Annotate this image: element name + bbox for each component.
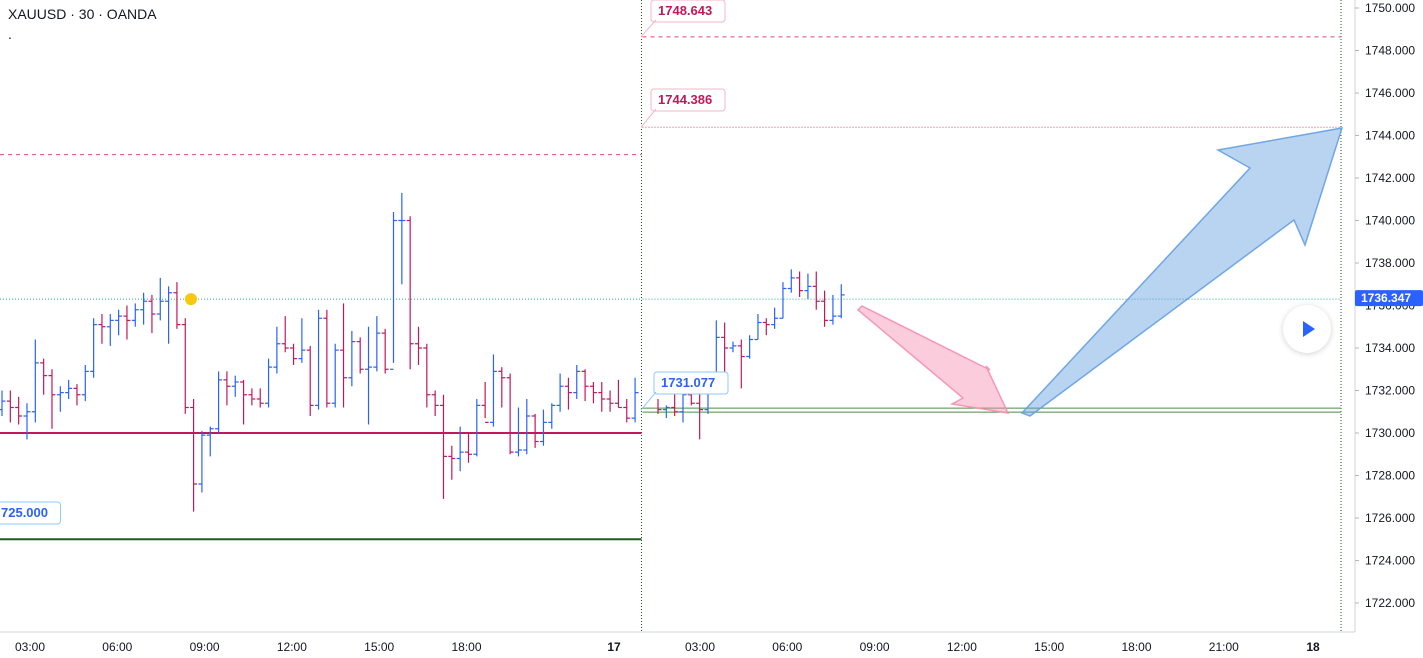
down-arrow-drawing (856, 305, 1010, 414)
level-label-box (0, 501, 61, 525)
time-tick-label: 17 (607, 640, 621, 654)
symbol-title[interactable]: XAUUSD · 30 · OANDA (8, 6, 157, 22)
price-tick-label: 1742.000 (1365, 171, 1415, 185)
time-tick-label: 03:00 (15, 640, 45, 654)
price-tick-label: 1730.000 (1365, 426, 1415, 440)
play-icon (1303, 321, 1315, 337)
price-tick-label: 1734.000 (1365, 341, 1415, 355)
label-pointer (640, 19, 657, 38)
price-tick-label: 1740.000 (1365, 214, 1415, 228)
time-tick-label: 12:00 (947, 640, 977, 654)
price-tick-label: 1728.000 (1365, 469, 1415, 483)
time-tick-label: 06:00 (772, 640, 802, 654)
scroll-to-realtime-button[interactable] (1283, 305, 1331, 353)
level-label-box (653, 371, 729, 395)
time-tick-label: 18:00 (1121, 640, 1151, 654)
price-tick-label: 1744.000 (1365, 129, 1415, 143)
price-tick-label: 1748.000 (1365, 44, 1415, 58)
time-tick-label: 21:00 (1209, 640, 1239, 654)
time-tick-label: 03:00 (685, 640, 715, 654)
price-tick-label: 1732.000 (1365, 384, 1415, 398)
price-tick-label: 1746.000 (1365, 86, 1415, 100)
time-tick-label: 06:00 (102, 640, 132, 654)
price-tick-label: 1724.000 (1365, 554, 1415, 568)
grid-layer (641, 0, 1342, 632)
price-tick-label: 1722.000 (1365, 596, 1415, 610)
price-tick-label: 1750.000 (1365, 1, 1415, 15)
time-tick-label: 18 (1306, 640, 1320, 654)
last-price-badge (1355, 290, 1423, 307)
alert-marker (185, 293, 197, 306)
price-tick-label: 1726.000 (1365, 511, 1415, 525)
drawing-arrows[interactable] (856, 127, 1344, 417)
up-arrow-drawing (1020, 127, 1344, 417)
level-label-box (650, 88, 726, 112)
level-label: 1748.643 (658, 3, 712, 18)
level-label: 1731.077 (661, 375, 715, 390)
time-tick-label: 09:00 (860, 640, 890, 654)
level-label: 725.000 (1, 505, 48, 520)
time-tick-label: 09:00 (190, 640, 220, 654)
indicator-placeholder: . (8, 26, 12, 42)
time-tick-label: 15:00 (1034, 640, 1064, 654)
ohlc-bars (0, 192, 845, 512)
time-tick-label: 12:00 (277, 640, 307, 654)
time-tick-label: 18:00 (451, 640, 481, 654)
level-label-box (650, 0, 726, 23)
price-axis[interactable]: 1722.000 1724.000 1726.000 1728.000 1730.000… (1354, 0, 1423, 632)
label-pointer (640, 391, 657, 411)
last-price-label: 1736.347 (1361, 291, 1411, 305)
level-label: 1744.386 (658, 92, 712, 107)
label-pointer (640, 108, 657, 128)
time-tick-label: 15:00 (364, 640, 394, 654)
price-tick-label: 1738.000 (1365, 256, 1415, 270)
time-axis[interactable]: 03:00 06:00 09:00 12:00 15:00 18:00 17 03:00 06:… (0, 631, 1355, 654)
level-labels: 1748.643 1744.386 1731.077 725.000 (0, 0, 729, 525)
